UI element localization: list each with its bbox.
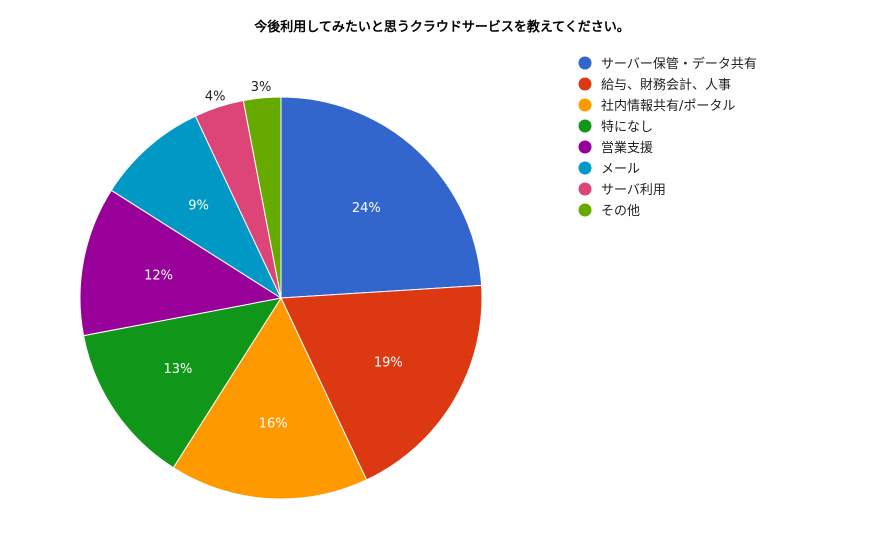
legend-swatch xyxy=(578,77,592,91)
slice-label-2: 19% xyxy=(374,355,403,370)
legend: サーバー保管・データ共有給与、財務会計、人事社内情報共有/ポータル特になし営業支… xyxy=(578,56,757,219)
legend-swatch xyxy=(578,203,592,217)
legend-swatch xyxy=(578,182,592,196)
slice-label-7: 4% xyxy=(205,89,226,104)
legend-item-5: 営業支援 xyxy=(578,140,653,156)
legend-item-3: 社内情報共有/ポータル xyxy=(578,98,735,114)
slice-5[interactable] xyxy=(79,189,283,337)
legend-item-1: サーバー保管・データ共有 xyxy=(578,56,757,72)
legend-label: サーバ利用 xyxy=(601,183,666,198)
legend-item-6: メール xyxy=(578,161,640,177)
slice-2[interactable] xyxy=(280,284,483,481)
slice-1[interactable] xyxy=(280,96,483,299)
legend-swatch xyxy=(578,56,592,70)
slice-6[interactable] xyxy=(110,115,283,300)
chart-title: 今後利用してみたいと思うクラウドサービスを教えてください。 xyxy=(253,19,630,35)
legend-label: 給与、財務会計、人事 xyxy=(601,77,731,93)
legend-item-4: 特になし xyxy=(578,119,653,135)
legend-label: メール xyxy=(601,162,640,177)
legend-label: 営業支援 xyxy=(601,140,653,156)
slice-8[interactable] xyxy=(242,96,282,299)
legend-label: 社内情報共有/ポータル xyxy=(601,98,735,114)
legend-item-7: サーバ利用 xyxy=(578,182,666,198)
slice-3[interactable] xyxy=(172,296,368,500)
pie-slices xyxy=(79,96,483,500)
slice-label-8: 3% xyxy=(251,80,272,95)
legend-swatch xyxy=(578,119,592,133)
slice-4[interactable] xyxy=(82,297,283,469)
legend-swatch xyxy=(578,140,592,154)
legend-label: その他 xyxy=(601,204,640,219)
slice-labels: 24% 19% 16% 13% 12% 9% 4% 3% xyxy=(144,80,403,431)
legend-swatch xyxy=(578,98,592,112)
slice-label-5: 12% xyxy=(144,269,173,284)
legend-label: 特になし xyxy=(601,120,653,135)
slice-label-3: 16% xyxy=(259,416,288,431)
slice-label-1: 24% xyxy=(352,201,381,216)
legend-item-2: 給与、財務会計、人事 xyxy=(578,77,731,93)
legend-item-8: その他 xyxy=(578,203,640,219)
legend-label: サーバー保管・データ共有 xyxy=(601,56,757,72)
slice-label-4: 13% xyxy=(163,362,192,377)
legend-swatch xyxy=(578,161,592,175)
slice-label-6: 9% xyxy=(188,199,209,214)
